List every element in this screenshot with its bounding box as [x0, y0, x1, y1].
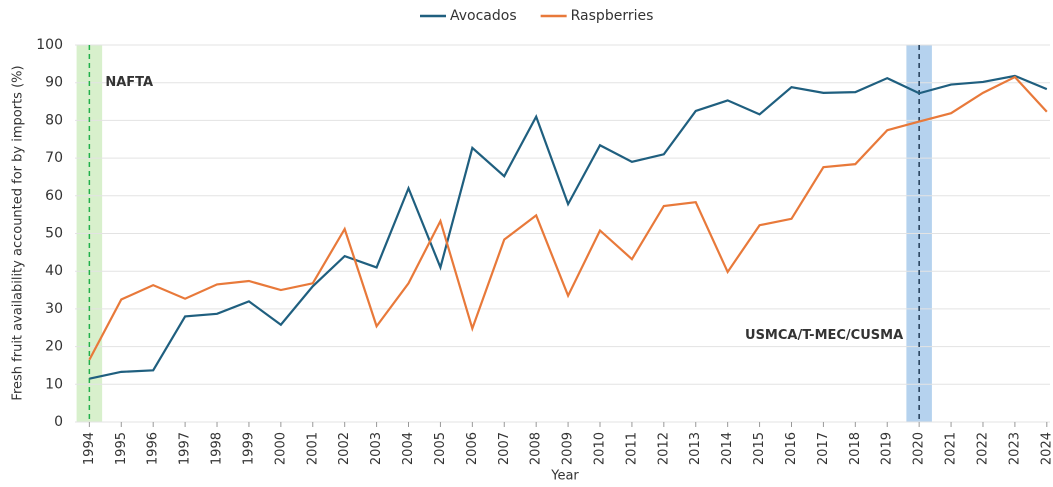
x-tick-label: 2011	[624, 432, 639, 465]
legend-label: Avocados	[450, 8, 517, 24]
x-tick-label: 2004	[401, 432, 416, 465]
x-tick-label: 1999	[241, 432, 256, 465]
annotation-label: NAFTA	[105, 75, 153, 90]
y-tick-label: 80	[45, 112, 63, 128]
x-tick-label: 1996	[146, 432, 161, 465]
y-tick-label: 0	[54, 414, 63, 430]
x-axis-label: Year	[550, 469, 579, 484]
x-tick-label: 1995	[114, 432, 129, 465]
x-tick-label: 2009	[561, 432, 576, 465]
y-tick-label: 70	[45, 150, 63, 166]
x-tick-label: 1994	[82, 432, 97, 465]
y-tick-label: 100	[36, 37, 63, 53]
data-line	[88, 75, 1048, 361]
x-tick-label: 1997	[178, 432, 193, 465]
x-tick-label: 1998	[210, 432, 225, 465]
y-tick-label: 10	[45, 376, 63, 392]
x-tick-label: 2022	[975, 432, 990, 465]
y-tick-label: 60	[45, 188, 63, 204]
x-tick-label: 2018	[848, 432, 863, 465]
x-tick-label: 2020	[912, 432, 927, 465]
y-axis-label: Fresh fruit availability accounted for b…	[11, 65, 26, 400]
y-tick-label: 30	[45, 301, 63, 317]
annotation-label: USMCA/T-MEC/CUSMA	[745, 328, 903, 343]
x-tick-label: 2006	[465, 432, 480, 465]
x-tick-label: 2024	[1039, 432, 1053, 465]
x-tick-label: 2001	[305, 432, 320, 465]
y-tick-label: 50	[45, 226, 63, 242]
x-tick-label: 2014	[720, 432, 735, 465]
x-tick-label: 2016	[784, 432, 799, 465]
x-tick-label: 2002	[337, 432, 352, 465]
x-tick-label: 2010	[593, 432, 608, 465]
x-tick-label: 2000	[273, 432, 288, 465]
x-tick-label: 2019	[880, 432, 895, 465]
x-tick-label: 2005	[433, 432, 448, 465]
x-tick-label: 2021	[944, 432, 959, 465]
x-tick-label: 2008	[529, 432, 544, 465]
legend-label: Raspberries	[571, 8, 654, 24]
y-tick-label: 90	[45, 75, 63, 91]
y-tick-label: 20	[45, 339, 63, 355]
x-tick-label: 2007	[497, 432, 512, 465]
x-tick-label: 2012	[656, 432, 671, 465]
y-tick-label: 40	[45, 263, 63, 279]
x-tick-label: 2023	[1007, 432, 1022, 465]
x-tick-label: 2003	[369, 432, 384, 465]
data-line	[89, 74, 1048, 380]
x-tick-label: 2017	[816, 432, 831, 465]
x-tick-label: 2015	[752, 432, 767, 465]
x-tick-label: 2013	[688, 432, 703, 465]
